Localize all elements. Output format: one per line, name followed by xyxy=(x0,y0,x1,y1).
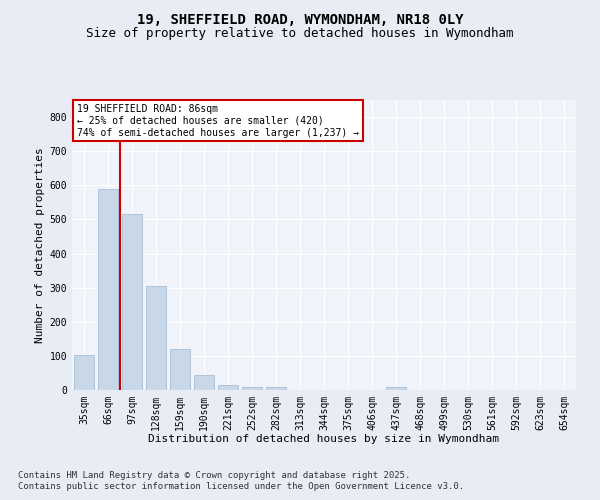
Text: Size of property relative to detached houses in Wymondham: Size of property relative to detached ho… xyxy=(86,28,514,40)
Text: Contains HM Land Registry data © Crown copyright and database right 2025.: Contains HM Land Registry data © Crown c… xyxy=(18,470,410,480)
Y-axis label: Number of detached properties: Number of detached properties xyxy=(35,147,46,343)
Text: 19, SHEFFIELD ROAD, WYMONDHAM, NR18 0LY: 19, SHEFFIELD ROAD, WYMONDHAM, NR18 0LY xyxy=(137,12,463,26)
Bar xyxy=(194,374,214,390)
Bar xyxy=(242,388,262,390)
Bar xyxy=(170,349,190,390)
Bar xyxy=(122,214,142,390)
X-axis label: Distribution of detached houses by size in Wymondham: Distribution of detached houses by size … xyxy=(149,434,499,444)
Bar xyxy=(98,188,118,390)
Bar xyxy=(218,385,238,390)
Text: Contains public sector information licensed under the Open Government Licence v3: Contains public sector information licen… xyxy=(18,482,464,491)
Text: 19 SHEFFIELD ROAD: 86sqm
← 25% of detached houses are smaller (420)
74% of semi-: 19 SHEFFIELD ROAD: 86sqm ← 25% of detach… xyxy=(77,104,359,138)
Bar xyxy=(74,355,94,390)
Bar xyxy=(386,386,406,390)
Bar xyxy=(266,388,286,390)
Bar xyxy=(146,286,166,390)
